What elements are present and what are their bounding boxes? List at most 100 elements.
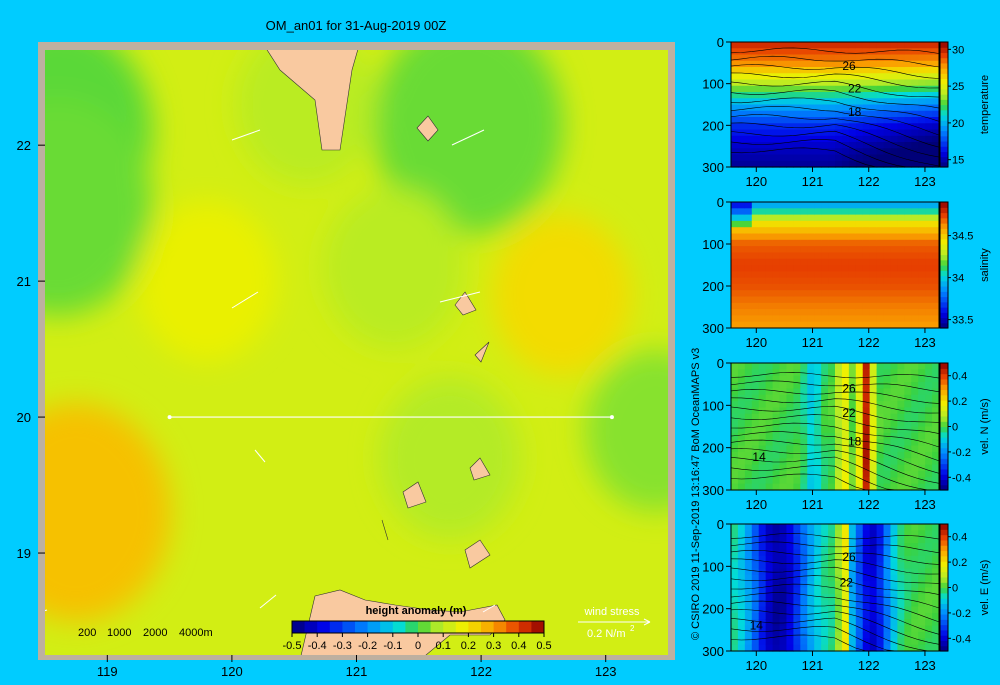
section-cell — [855, 600, 864, 608]
section-cell — [918, 79, 926, 87]
section-cell — [751, 619, 760, 627]
section-cell — [925, 536, 933, 544]
section-cell — [800, 73, 808, 81]
contour-label: 26 — [842, 59, 856, 73]
section-cell — [932, 401, 940, 409]
section-cell — [848, 258, 857, 266]
section-cell — [731, 413, 739, 421]
section-cell — [765, 593, 774, 601]
section-cell — [814, 79, 822, 87]
section-cell — [731, 445, 739, 453]
section-cell — [737, 394, 746, 402]
section-cell — [835, 227, 843, 235]
section-cell — [918, 568, 926, 576]
section-cell — [932, 375, 940, 383]
section-y-tick-label: 200 — [702, 118, 724, 133]
section-cell — [765, 638, 774, 646]
section-cell — [751, 258, 760, 266]
section-cell — [925, 407, 933, 415]
section-cell — [883, 252, 892, 260]
section-cell — [890, 202, 898, 209]
section-cell — [751, 239, 760, 247]
section-cell — [897, 290, 905, 298]
section-colorbar-cell — [940, 640, 948, 647]
section-cell — [807, 309, 815, 316]
section-cell — [890, 568, 898, 576]
section-cell — [848, 612, 857, 620]
section-cell — [862, 302, 871, 310]
section-cell — [807, 271, 815, 279]
section-cell — [869, 148, 878, 156]
section-cell — [758, 530, 767, 538]
section-cell — [855, 92, 864, 99]
section-cell — [897, 258, 905, 266]
section-cell — [800, 277, 808, 285]
section-cell — [855, 555, 864, 563]
section-cell — [807, 644, 815, 652]
section-cell — [737, 562, 746, 570]
section-cell — [918, 48, 926, 56]
section-cell — [800, 246, 808, 253]
section-cell — [731, 79, 739, 87]
section-cell — [786, 369, 794, 377]
section-cell — [848, 202, 857, 209]
section-cell — [890, 562, 898, 570]
section-cell — [828, 363, 836, 370]
section-cell — [737, 202, 746, 209]
section-cell — [848, 60, 857, 68]
section-cell — [758, 631, 767, 639]
section-colorbar-cell — [940, 405, 948, 412]
section-cell — [828, 477, 836, 485]
section-cell — [841, 309, 850, 316]
section-cell — [828, 439, 836, 447]
section-cell — [828, 619, 836, 627]
section-cell — [869, 363, 878, 370]
section-cell — [862, 562, 871, 570]
section-cell — [737, 587, 746, 595]
section-cell — [876, 593, 885, 601]
section-cell — [772, 315, 781, 323]
section-cell — [918, 363, 926, 370]
section-cell — [890, 110, 898, 118]
section-cell — [918, 574, 926, 582]
section-cell — [869, 549, 878, 557]
section-cell — [821, 258, 829, 266]
section-cell — [862, 574, 871, 582]
section-cell — [897, 524, 905, 531]
section-colorbar-cell — [940, 99, 948, 106]
section-cell — [890, 587, 898, 595]
section-cell — [897, 593, 905, 601]
section-cell — [855, 73, 864, 81]
anomaly-feature — [45, 97, 153, 316]
section-cell — [786, 135, 794, 143]
section-cell — [793, 309, 801, 316]
section-cell — [814, 439, 822, 447]
isotherm-line — [730, 64, 940, 79]
section-cell — [835, 458, 843, 466]
section-cell — [779, 239, 788, 247]
section-cell — [737, 135, 746, 143]
section-cell — [786, 252, 794, 260]
section-cell — [828, 470, 836, 478]
section-cell — [904, 233, 912, 241]
section-cell — [869, 104, 878, 112]
map-x-tick-label: 121 — [346, 664, 368, 679]
section-cell — [758, 239, 767, 247]
section-cell — [925, 154, 933, 162]
section-cell — [758, 619, 767, 627]
section-cell — [786, 148, 794, 156]
section-cell — [855, 252, 864, 260]
section-cell — [731, 60, 739, 68]
section-cell — [890, 214, 898, 222]
isotherm-line — [730, 439, 940, 474]
section-cell — [786, 54, 794, 62]
section-cell — [731, 73, 739, 81]
section-colorbar-cell — [940, 582, 948, 589]
section-cell — [855, 271, 864, 279]
section-cell — [876, 407, 885, 415]
section-cell — [848, 85, 857, 93]
section-colorbar-cell — [940, 270, 948, 277]
section-cell — [828, 283, 836, 291]
section-cell — [890, 98, 898, 106]
